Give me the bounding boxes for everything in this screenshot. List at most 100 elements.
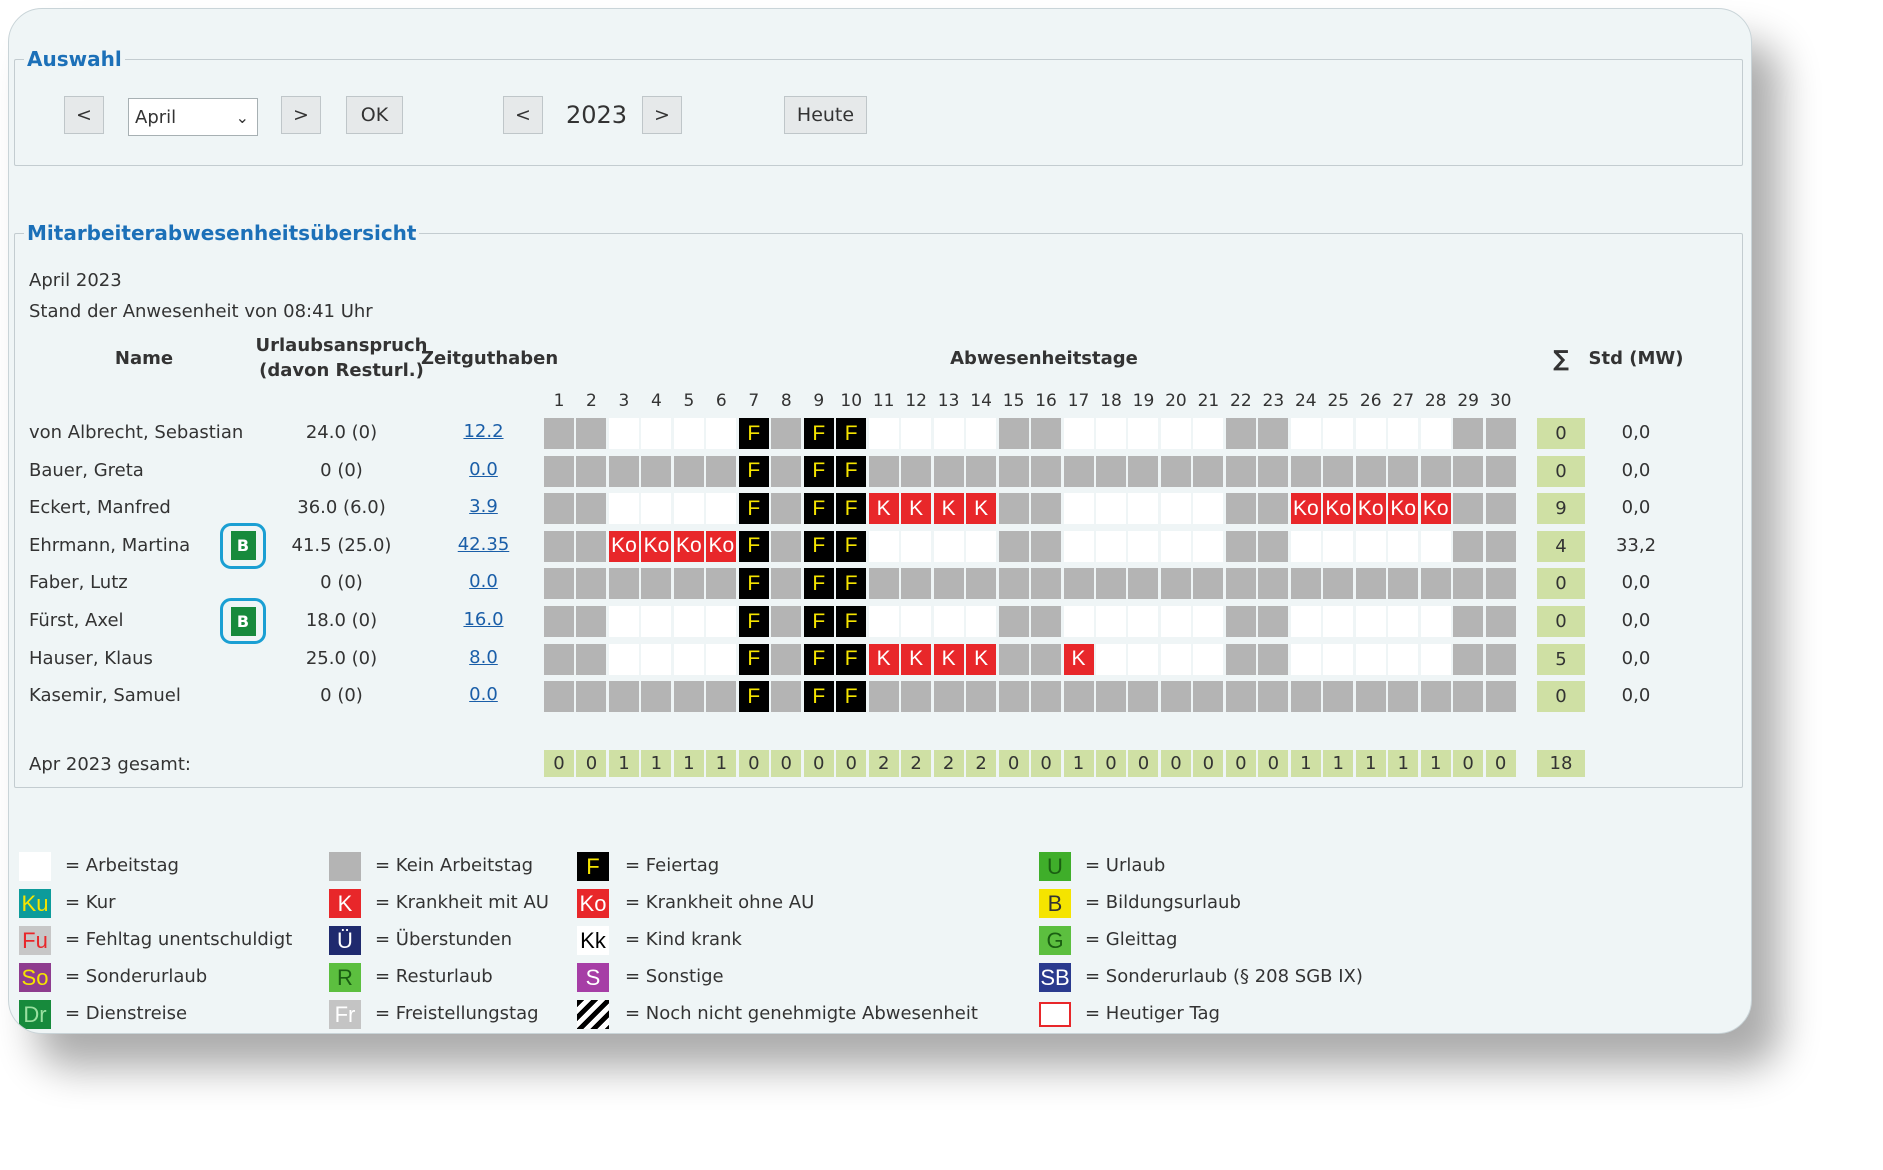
- next-year-button[interactable]: >: [642, 96, 682, 134]
- non-workday-cell: [771, 455, 802, 487]
- employee-name: Fürst, Axel: [29, 610, 124, 631]
- day-number: 11: [872, 391, 895, 411]
- vacation-entitlement: 41.5 (25.0): [291, 534, 392, 556]
- legend-swatch: U: [1039, 852, 1071, 881]
- non-workday-cell: [1193, 455, 1224, 487]
- legend-swatch: S: [577, 963, 609, 992]
- non-workday-cell: [1031, 418, 1062, 449]
- non-workday-cell: [1388, 681, 1419, 713]
- non-workday-cell: [673, 681, 704, 713]
- legend-label: = Gleittag: [1085, 929, 1178, 950]
- non-workday-cell: [901, 455, 932, 487]
- day-number: 17: [1067, 391, 1090, 411]
- sickness-cell: K: [933, 493, 964, 525]
- ok-button[interactable]: OK: [346, 96, 403, 134]
- non-workday-cell: [544, 643, 574, 675]
- non-workday-cell: [1290, 568, 1321, 600]
- row-sum: 0: [1537, 418, 1585, 449]
- prev-year-button[interactable]: <: [503, 96, 543, 134]
- month-select[interactable]: April ⌄: [128, 98, 258, 136]
- holiday-cell: F: [836, 455, 867, 487]
- non-workday-cell: [1031, 530, 1062, 562]
- non-workday-cell: [1128, 455, 1159, 487]
- workday-cell: [1160, 606, 1191, 637]
- workday-cell: [1323, 530, 1354, 562]
- non-workday-cell: [1063, 681, 1094, 713]
- non-workday-cell: [1485, 493, 1516, 525]
- day-number: 10: [840, 391, 863, 411]
- education-leave-badge[interactable]: B: [220, 522, 266, 569]
- row-hours: 0,0: [1621, 422, 1651, 443]
- legend-swatch: K: [329, 889, 361, 918]
- workday-cell: [1095, 643, 1126, 675]
- non-workday-cell: [1258, 568, 1289, 600]
- header-sum: ∑: [1553, 347, 1569, 372]
- non-workday-cell: [998, 493, 1029, 525]
- time-credit-link[interactable]: 0.0: [469, 571, 498, 593]
- next-month-button[interactable]: >: [281, 96, 321, 134]
- non-workday-cell: [576, 568, 607, 600]
- legend-swatch: Fu: [19, 926, 51, 955]
- legend-code: U: [1047, 853, 1063, 879]
- employee-name: Eckert, Manfred: [29, 497, 171, 519]
- non-workday-cell: [1453, 530, 1484, 562]
- non-workday-cell: [1323, 681, 1354, 713]
- day-number: 29: [1457, 391, 1479, 411]
- legend-label: = Bildungsurlaub: [1085, 892, 1241, 913]
- workday-cell: [933, 418, 964, 449]
- non-workday-cell: [706, 568, 737, 600]
- non-workday-cell: [673, 455, 704, 487]
- workday-cell: [1063, 418, 1094, 449]
- row-hours: 0,0: [1621, 685, 1651, 707]
- time-credit-link[interactable]: 8.0: [469, 646, 498, 668]
- non-workday-cell: [1258, 455, 1289, 487]
- holiday-cell: F: [803, 568, 834, 600]
- legend-swatch: So: [19, 963, 51, 992]
- time-credit-link[interactable]: 0.0: [469, 458, 498, 480]
- time-credit-link[interactable]: 3.9: [469, 496, 498, 518]
- non-workday-cell: [641, 568, 672, 600]
- day-total: 0: [1258, 750, 1289, 777]
- workday-cell: [1420, 530, 1451, 562]
- holiday-cell: F: [738, 681, 769, 713]
- day-total: 2: [901, 750, 932, 777]
- day-total: 1: [1290, 750, 1321, 777]
- sickness-cell: K: [868, 643, 899, 675]
- time-credit-link[interactable]: 16.0: [463, 609, 504, 630]
- vacation-entitlement: 0 (0): [320, 685, 363, 707]
- workday-cell: [1290, 606, 1321, 637]
- workday-cell: [1128, 606, 1159, 637]
- non-workday-cell: [771, 493, 802, 525]
- today-button[interactable]: Heute: [784, 96, 867, 134]
- day-number: 15: [1002, 391, 1025, 411]
- sickness-cell: Ko: [608, 530, 639, 562]
- legend-swatch: Fr: [329, 1000, 361, 1029]
- sickness-cell: K: [966, 643, 997, 675]
- workday-cell: [1128, 530, 1159, 562]
- non-workday-cell: [1063, 455, 1094, 487]
- time-credit-link[interactable]: 0.0: [469, 684, 498, 706]
- time-credit-link[interactable]: 12.2: [463, 421, 504, 442]
- non-workday-cell: [1453, 681, 1484, 713]
- workday-cell: [1128, 493, 1159, 525]
- day-total: 1: [1420, 750, 1451, 777]
- non-workday-cell: [1485, 418, 1516, 449]
- workday-cell: [1355, 643, 1386, 675]
- legend-swatch: Ü: [329, 926, 361, 955]
- prev-month-button[interactable]: <: [64, 96, 104, 134]
- workday-cell: [641, 643, 672, 675]
- row-hours: 0,0: [1621, 497, 1651, 519]
- holiday-cell: F: [738, 643, 769, 675]
- legend-code: F: [586, 853, 600, 879]
- non-workday-cell: [673, 568, 704, 600]
- education-leave-badge[interactable]: B: [220, 598, 266, 644]
- day-number: 9: [813, 391, 825, 411]
- legend-code: K: [337, 890, 353, 916]
- legend-swatch: Ko: [577, 889, 609, 918]
- non-workday-cell: [771, 681, 802, 713]
- workday-cell: [608, 418, 639, 449]
- legend-label: = Heutiger Tag: [1085, 1003, 1220, 1024]
- legend-label: = Urlaub: [1085, 855, 1166, 876]
- legend-label: = Noch nicht genehmigte Abwesenheit: [625, 1003, 978, 1024]
- time-credit-link[interactable]: 42.35: [457, 533, 510, 555]
